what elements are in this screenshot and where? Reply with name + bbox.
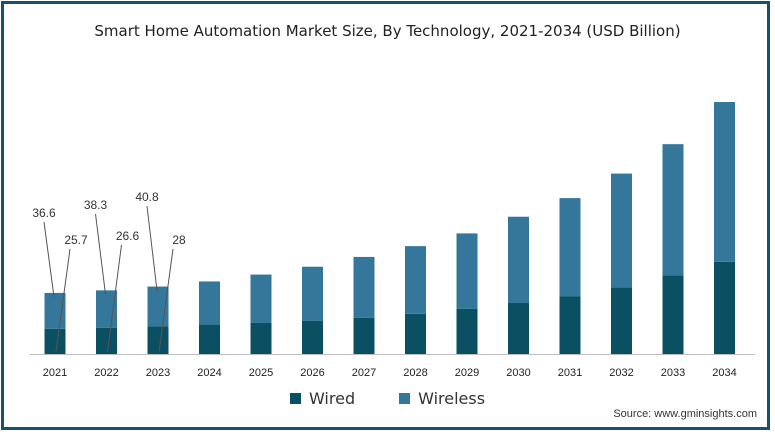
bar-wired-2021 (44, 328, 66, 354)
legend-swatch-wireless (399, 393, 411, 404)
bar-wired-2032 (611, 287, 632, 354)
data-label-wireless-2021: 36.6 (32, 206, 56, 220)
data-label-wireless-2022: 38.3 (84, 198, 108, 212)
leader-line (95, 213, 106, 295)
bar-wired-2025 (250, 322, 272, 354)
data-label-wired-2021: 25.7 (64, 233, 88, 247)
bar-wireless-2034 (714, 102, 735, 262)
bar-wired-2030 (508, 303, 529, 354)
bar-wired-2026 (302, 320, 323, 354)
x-tick-label: 2029 (455, 367, 479, 379)
x-tick-label: 2021 (43, 367, 67, 379)
chart-title: Smart Home Automation Market Size, By Te… (94, 22, 681, 40)
x-tick-label: 2023 (146, 367, 170, 379)
bar-wireless-2025 (250, 274, 272, 323)
bar-wired-2031 (559, 296, 581, 354)
bar-wired-2034 (714, 261, 735, 354)
x-tick-label: 2033 (661, 367, 685, 379)
leader-line (43, 221, 55, 297)
bar-wireless-2021 (44, 292, 66, 329)
leader-line (107, 244, 122, 353)
bar-wireless-2024 (199, 281, 220, 325)
chart-frame (1, 1, 770, 430)
data-label-wired-2022: 26.6 (116, 229, 140, 243)
bar-wired-2024 (199, 324, 220, 354)
bar-wired-2028 (405, 313, 426, 354)
x-tick-label: 2034 (712, 367, 736, 379)
bar-wireless-2023 (147, 286, 169, 327)
legend-label-wireless: Wireless (418, 389, 486, 408)
leader-line (55, 248, 71, 353)
leader-line (158, 248, 174, 353)
bar-wireless-2022 (96, 290, 117, 328)
x-tick-label: 2031 (558, 367, 582, 379)
x-tick-label: 2025 (249, 367, 273, 379)
bar-wireless-2031 (559, 198, 581, 297)
bar-wireless-2027 (353, 256, 375, 318)
x-tick-label: 2028 (403, 367, 427, 379)
bar-wireless-2029 (456, 233, 478, 309)
legend-item-wireless: Wireless (399, 389, 485, 408)
x-tick-label: 2024 (197, 367, 221, 379)
bar-wireless-2026 (302, 266, 323, 321)
x-tick-label: 2022 (94, 367, 118, 379)
bar-wired-2027 (353, 317, 375, 354)
legend-swatch-wired (289, 393, 301, 404)
x-tick-label: 2032 (609, 367, 633, 379)
x-tick-label: 2026 (300, 367, 324, 379)
legend-item-wired: Wired (289, 389, 356, 408)
source-note: Source: www.gminsights.com (613, 408, 757, 420)
bar-wired-2029 (456, 308, 478, 354)
legend-label-wired: Wired (308, 389, 356, 408)
data-label-wireless-2023: 40.8 (135, 190, 159, 204)
bar-wired-2023 (147, 326, 169, 354)
bar-wired-2033 (662, 275, 684, 354)
leader-line (146, 205, 158, 291)
x-tick-label: 2030 (506, 367, 530, 379)
chart-legend: Wired Wireless (0, 389, 775, 408)
bar-wireless-2033 (662, 144, 684, 276)
x-tick-label: 2027 (352, 367, 376, 379)
bar-wireless-2030 (508, 216, 529, 304)
data-label-wired-2023: 28 (172, 233, 186, 247)
bar-wired-2022 (96, 327, 117, 354)
bar-wireless-2028 (405, 246, 426, 314)
bar-wireless-2032 (611, 173, 632, 288)
